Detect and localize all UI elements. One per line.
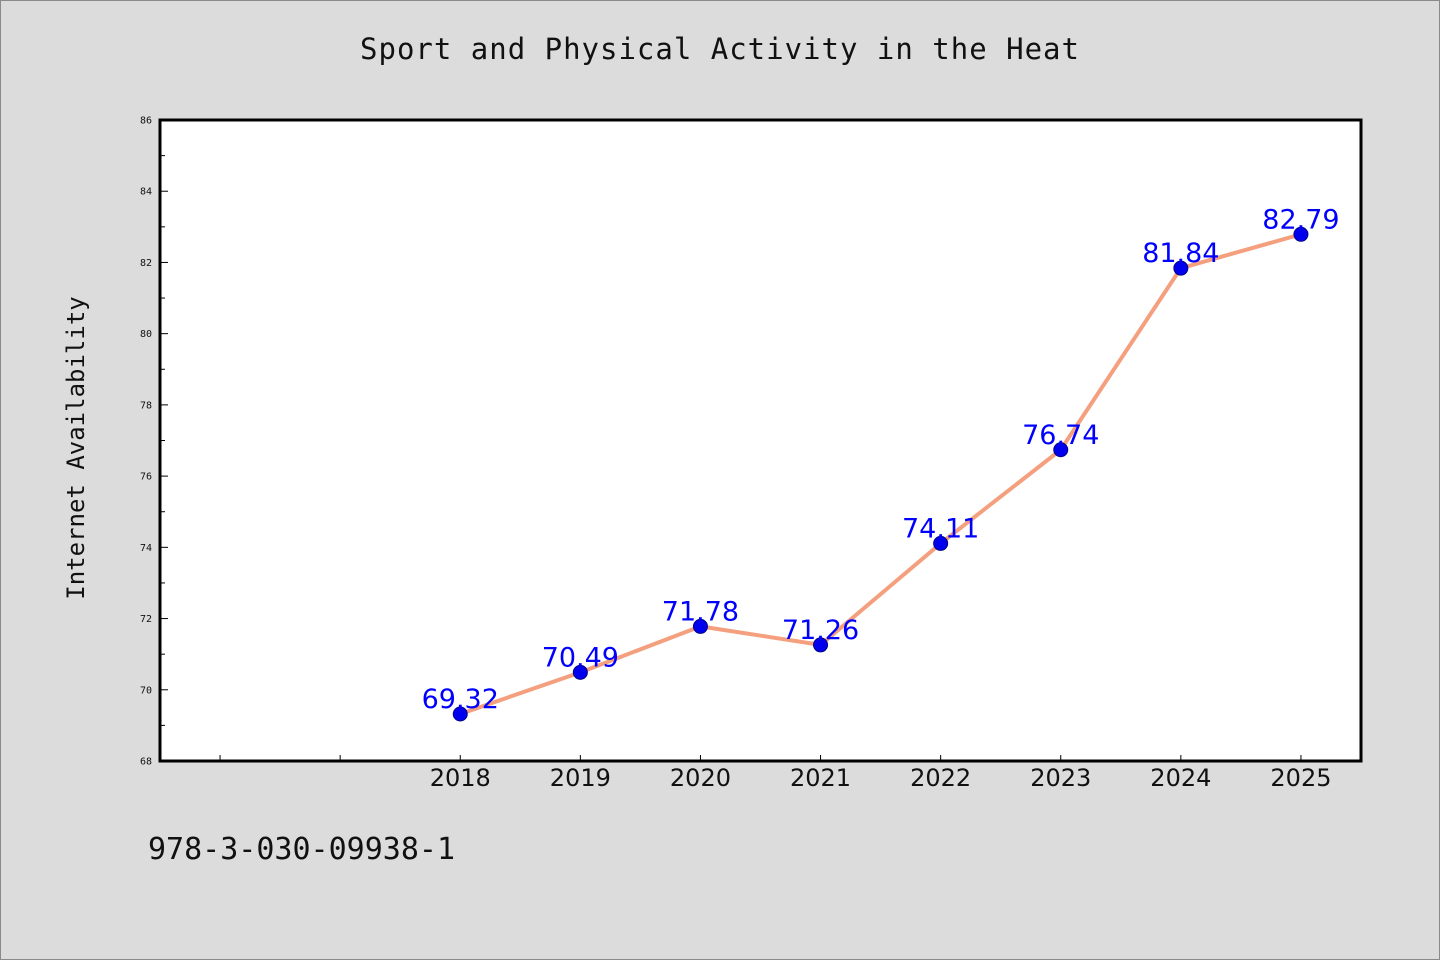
y-axis-label: Internet Availability bbox=[62, 296, 90, 599]
series-line bbox=[452, 226, 1309, 722]
y-tick-label: 76 bbox=[140, 472, 152, 483]
data-point bbox=[1293, 226, 1309, 242]
x-tick-label: 2024 bbox=[1150, 764, 1211, 792]
data-point bbox=[1053, 442, 1069, 458]
x-tick-label: 2020 bbox=[670, 764, 731, 792]
data-point bbox=[1173, 260, 1189, 276]
data-labels: 69.32 70.49 71.78 71.26 74.11 76.74 81.84 82.79 bbox=[422, 204, 1340, 715]
data-point bbox=[452, 706, 468, 722]
y-tick-label: 84 bbox=[140, 187, 152, 198]
y-tick-label: 78 bbox=[140, 400, 152, 411]
x-tick-label: 2018 bbox=[430, 764, 491, 792]
data-label: 81.84 bbox=[1142, 238, 1219, 269]
series-path bbox=[458, 232, 1303, 716]
data-point bbox=[933, 535, 949, 551]
y-tick-label: 70 bbox=[140, 685, 152, 696]
y-tick-label: 80 bbox=[140, 329, 152, 340]
y-tick-label: 68 bbox=[140, 757, 152, 768]
y-tick-label: 86 bbox=[140, 116, 152, 127]
y-tick-label: 74 bbox=[140, 543, 152, 554]
data-point bbox=[572, 664, 588, 680]
data-point bbox=[692, 618, 708, 634]
x-tick-label: 2021 bbox=[790, 764, 851, 792]
data-label: 71.78 bbox=[662, 596, 739, 627]
chart-title: Sport and Physical Activity in the Heat bbox=[360, 32, 1080, 66]
x-tick-label: 2022 bbox=[910, 764, 971, 792]
y-tick-label: 72 bbox=[140, 614, 152, 625]
x-tick-label: 2019 bbox=[550, 764, 611, 792]
x-axis: 2018 2019 2020 2021 2022 2023 2024 2025 bbox=[219, 755, 1331, 792]
x-tick-label: 2025 bbox=[1270, 764, 1331, 792]
y-tick-label: 82 bbox=[140, 258, 152, 269]
data-label: 69.32 bbox=[422, 684, 499, 715]
data-label: 70.49 bbox=[542, 642, 619, 673]
y-axis: 68 70 72 74 76 78 80 82 84 86 bbox=[140, 116, 168, 768]
footer-isbn: 978-3-030-09938-1 bbox=[148, 832, 456, 867]
data-label: 71.26 bbox=[782, 615, 859, 646]
x-tick-label: 2023 bbox=[1030, 764, 1091, 792]
data-label: 76.74 bbox=[1022, 420, 1099, 451]
data-label: 82.79 bbox=[1262, 204, 1339, 235]
data-point bbox=[813, 637, 829, 653]
plot-area bbox=[158, 118, 1363, 763]
data-label: 74.11 bbox=[902, 513, 979, 544]
